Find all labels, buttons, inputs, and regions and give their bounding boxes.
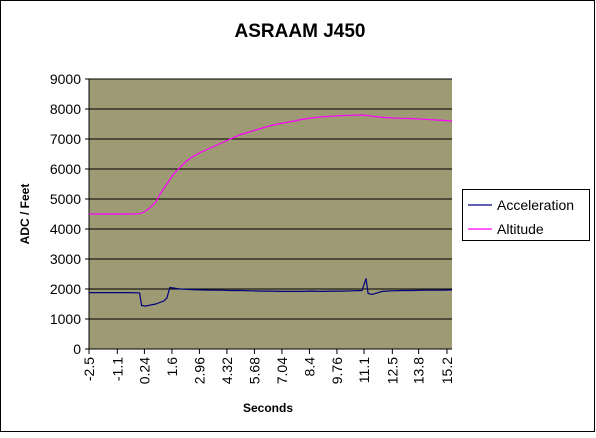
y-tick-label: 0 — [73, 341, 81, 357]
x-tick-label: 2.96 — [191, 357, 207, 384]
y-tick-label: 5000 — [50, 191, 81, 207]
series-line — [89, 278, 453, 307]
y-tick-label: 8000 — [50, 101, 81, 117]
legend-label: Altitude — [497, 221, 544, 237]
chart-title: ASRAAM J450 — [235, 21, 366, 42]
y-tick-label: 9000 — [50, 71, 81, 87]
x-tick-label: 5.68 — [246, 357, 262, 384]
x-tick-label: -2.5 — [81, 357, 97, 381]
x-tick-label: 12.5 — [384, 357, 400, 384]
x-tick-label: 7.04 — [274, 357, 290, 384]
x-axis-label: Seconds — [243, 401, 293, 415]
legend-label: Acceleration — [497, 197, 574, 213]
y-axis-label: ADC / Feet — [18, 184, 32, 245]
y-tick-label: 6000 — [50, 161, 81, 177]
x-tick-label: 15.2 — [439, 357, 455, 384]
y-tick-label: 7000 — [50, 131, 81, 147]
x-tick-label: -1.1 — [109, 357, 125, 381]
plot-area — [89, 79, 452, 349]
x-tick-label: 13.8 — [411, 357, 427, 384]
x-tick-label: 8.4 — [301, 357, 317, 377]
y-tick-label: 4000 — [50, 221, 81, 237]
y-tick-label: 1000 — [50, 311, 81, 327]
y-tick-label: 3000 — [50, 251, 81, 267]
series-line — [89, 114, 453, 215]
x-tick-label: 11.1 — [356, 357, 372, 383]
x-tick-label: 9.76 — [329, 357, 345, 384]
legend — [462, 189, 590, 241]
x-tick-label: 4.32 — [219, 357, 235, 384]
x-tick-label: 0.24 — [136, 357, 152, 384]
x-tick-label: 1.6 — [164, 357, 180, 377]
y-tick-label: 2000 — [50, 281, 81, 297]
